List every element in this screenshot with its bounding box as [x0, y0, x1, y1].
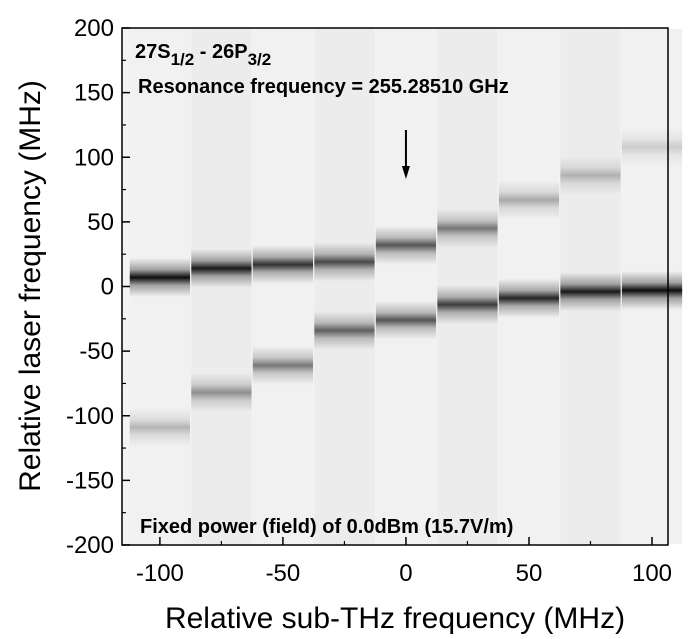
y-tick-label: 0 — [101, 274, 114, 301]
x-tick-label: -100 — [136, 560, 184, 587]
state-text: - 26P — [194, 41, 247, 63]
resonance-band — [621, 127, 683, 167]
y-tick-label: 150 — [74, 80, 114, 107]
resonance-band — [191, 249, 252, 288]
note: Fixed power (field) of 0.0dBm (15.7V/m) — [140, 516, 513, 538]
resonance-band — [129, 258, 191, 297]
resonance-band — [129, 407, 191, 447]
resonance-band — [437, 285, 498, 324]
state-sub: 1/2 — [171, 50, 195, 69]
state-text: 27S — [135, 41, 171, 63]
x-axis-label: Relative sub-THz frequency (MHz) — [165, 602, 625, 635]
resonance-band — [252, 245, 314, 284]
x-tick-label: -50 — [266, 560, 301, 587]
column — [252, 29, 314, 544]
resonance-band — [437, 208, 498, 248]
y-axis-label: Relative laser frequency (MHz) — [14, 80, 47, 492]
y-tick-label: -50 — [79, 338, 114, 365]
state-label: 27S1/2 - 26P3/2 — [135, 41, 271, 69]
resonance-band — [375, 225, 437, 265]
y-tick-label: 100 — [74, 144, 114, 171]
y-tick-label: -200 — [66, 532, 114, 559]
x-tick-label: 0 — [399, 560, 412, 587]
column — [375, 29, 437, 544]
resonance-band — [191, 373, 252, 412]
resonance-band — [498, 278, 560, 318]
resonance-band — [314, 242, 375, 282]
x-tick-label: 100 — [632, 560, 672, 587]
subtitle: Resonance frequency = 255.28510 GHz — [138, 76, 509, 98]
resonance-band — [314, 311, 375, 350]
y-tick-label: 200 — [74, 15, 114, 42]
y-tick-label: -150 — [66, 467, 114, 494]
column — [314, 29, 375, 544]
resonance-band — [252, 345, 314, 385]
resonance-band — [621, 270, 683, 310]
state-sub: 3/2 — [248, 50, 272, 69]
resonance-band — [498, 180, 560, 220]
y-tick-label: 50 — [87, 209, 114, 236]
resonance-band — [560, 272, 621, 312]
resonance-band — [560, 155, 621, 195]
arrow-head — [401, 166, 410, 179]
y-tick-label: -100 — [66, 403, 114, 430]
x-tick-label: 50 — [516, 560, 543, 587]
resonance-band — [375, 300, 437, 340]
